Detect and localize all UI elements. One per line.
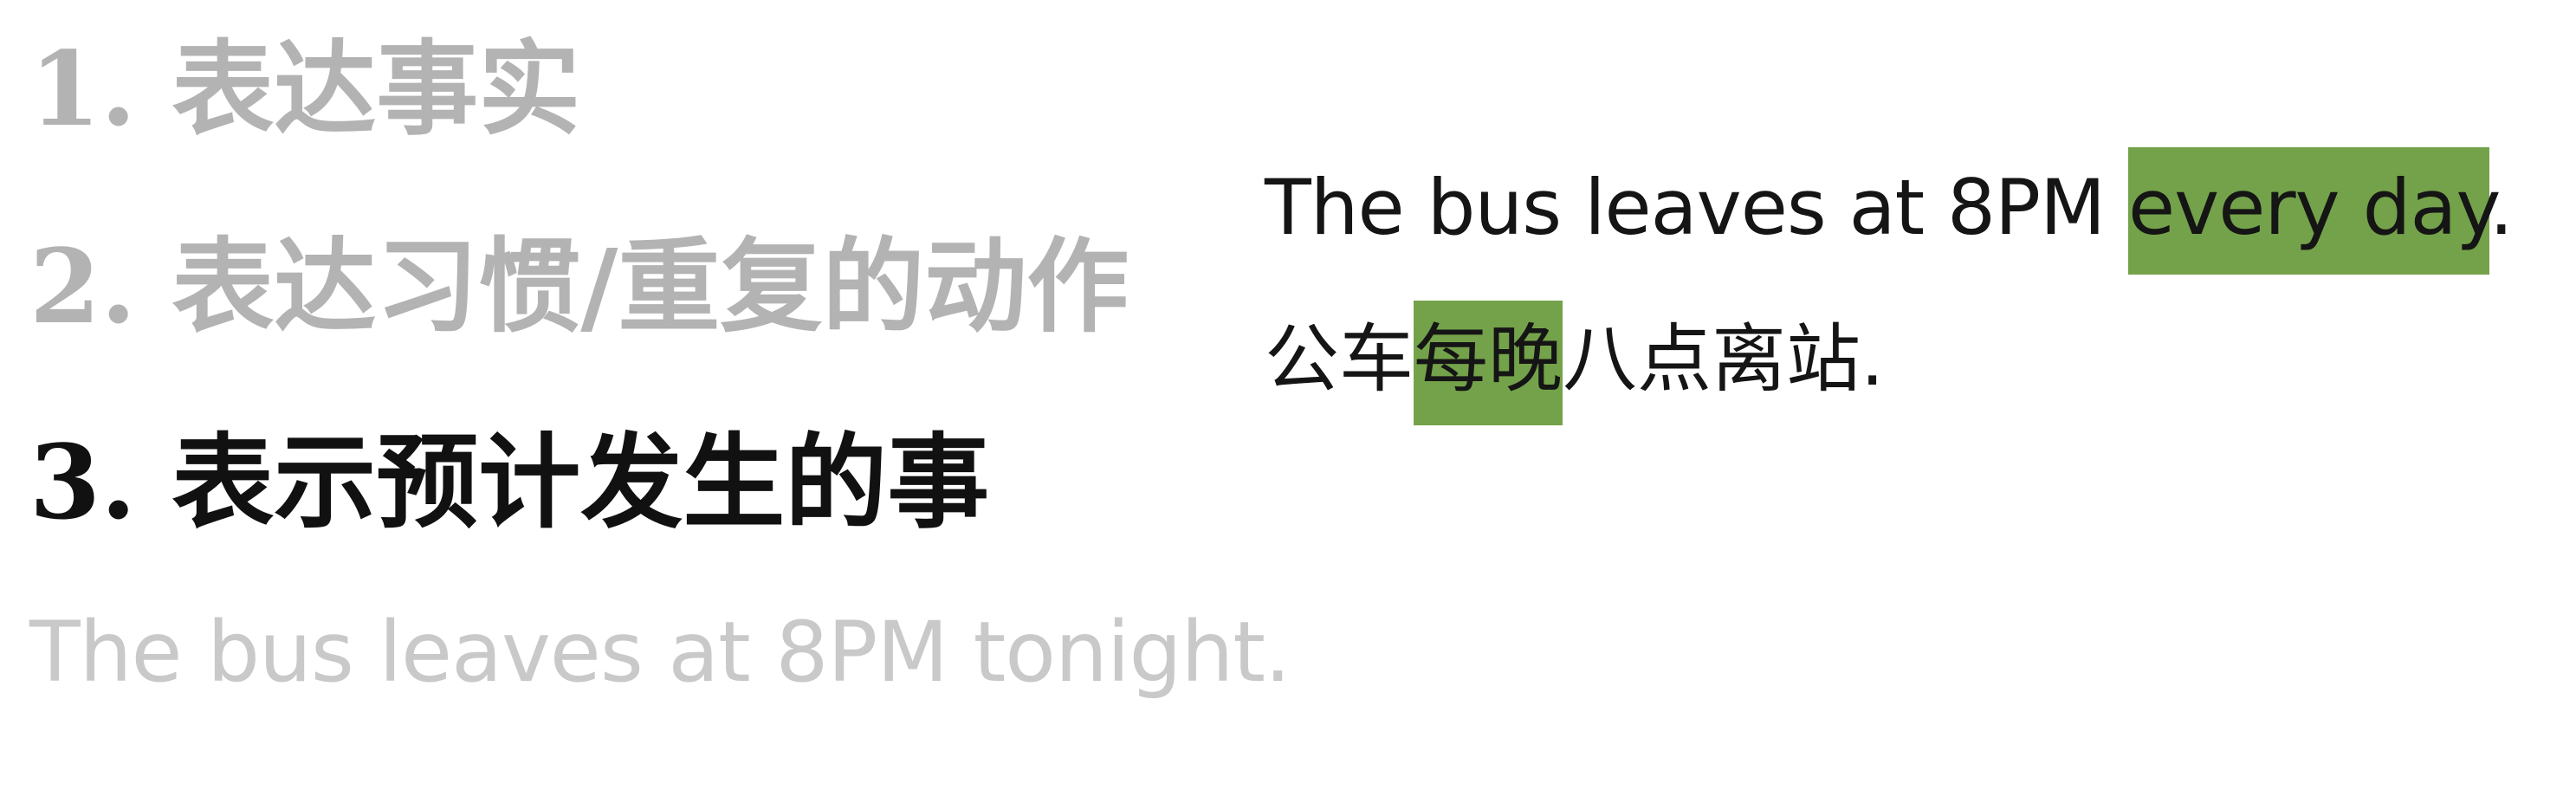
example-en-before: The bus leaves at 8PM [1265,163,2129,252]
example-zh-before: 公车 [1265,316,1414,403]
list-item-3: 3. 表示预计发生的事 [29,422,990,542]
muted-example-sentence: The bus leaves at 8PM tonight. [29,604,1291,701]
list-item-1: 1. 表达事实 [29,29,581,149]
example-en-highlight: every day [2128,147,2490,275]
example-sentence-english: The bus leaves at 8PM every day. [1265,147,2514,275]
example-zh-after: 八点离站. [1563,316,1885,403]
list-item-2: 2. 表达习惯/重复的动作 [29,226,1129,346]
example-en-after: . [2489,163,2514,252]
example-zh-highlight: 每晚 [1414,301,1563,425]
example-sentence-chinese: 公车每晚八点离站. [1265,301,1884,425]
